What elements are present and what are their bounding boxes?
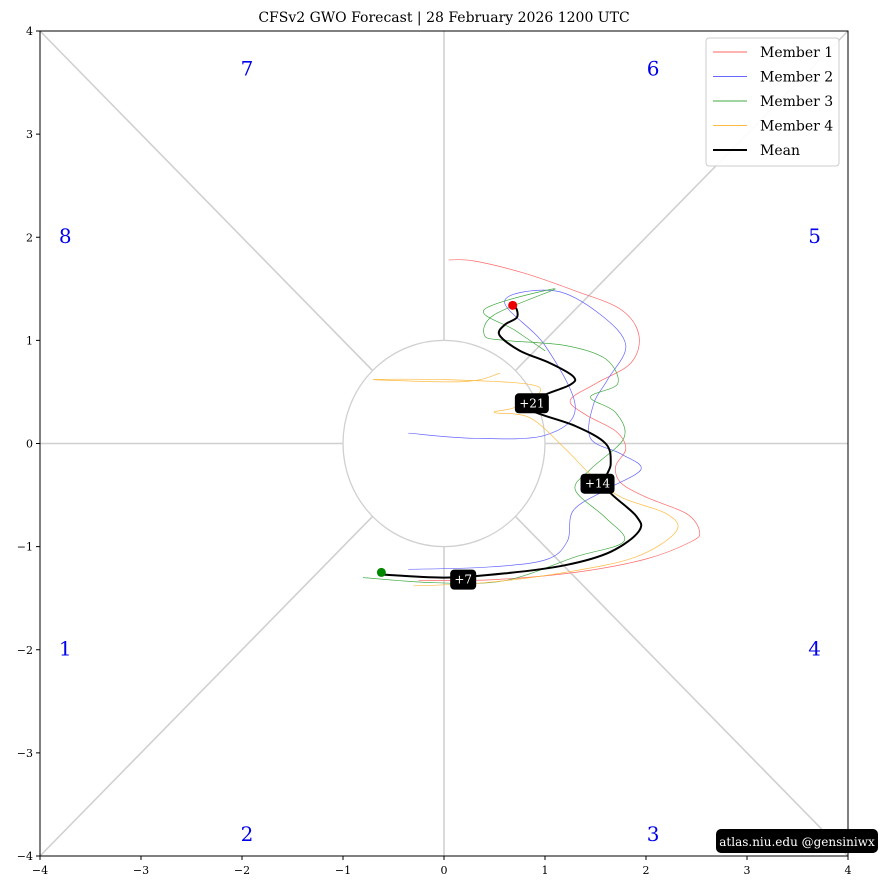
start-point-marker: [376, 567, 386, 577]
x-tick-label: 4: [845, 864, 852, 877]
credit-text: atlas.niu.edu @gensiniwx: [719, 835, 875, 849]
y-tick-label: 0: [26, 438, 33, 451]
legend-label-1: Member 1: [760, 45, 833, 61]
x-tick-label: −2: [234, 864, 250, 877]
phase-label-4: 4: [808, 636, 821, 660]
legend: Member 1 Member 2 Member 3 Member 4 Mean: [705, 37, 840, 167]
day-label-box: [450, 569, 477, 590]
x-tick-label: −1: [335, 864, 351, 877]
axis-ticks: −4 −3 −2 −1 0 1 2 3 4 −4 −3 −2 −1 0 1 2 3 4: [17, 25, 852, 877]
y-tick-label: −4: [17, 850, 33, 863]
phase-label-3: 3: [647, 822, 660, 846]
series-line-member-3: [362, 288, 626, 584]
legend-label-5: Mean: [760, 143, 800, 159]
series-line-mean: [380, 304, 643, 579]
y-tick-label: −2: [17, 644, 33, 657]
y-tick-label: −1: [17, 541, 33, 554]
y-tick-label: 2: [26, 231, 33, 244]
series-line-member-2: [408, 289, 642, 570]
series-line-member-1: [418, 259, 701, 582]
x-tick-label: 2: [643, 864, 650, 877]
chart-title: CFSv2 GWO Forecast | 28 February 2026 12…: [258, 10, 629, 26]
unit-circle: [342, 339, 546, 548]
day-label-plus-7: +7: [450, 569, 477, 590]
day-label-text: +7: [454, 573, 472, 587]
legend-label-4: Member 4: [760, 119, 833, 135]
y-tick-label: 3: [26, 128, 33, 141]
legend-label-2: Member 2: [760, 70, 833, 86]
end-point-marker: [508, 300, 518, 310]
y-tick-label: −3: [17, 747, 33, 760]
series-line-member-4: [372, 373, 679, 587]
credit-badge: atlas.niu.edu @gensiniwx: [716, 829, 878, 853]
day-label-box: [580, 473, 615, 494]
x-tick-label: 1: [542, 864, 549, 877]
day-label-text: +21: [519, 396, 544, 410]
legend-label-3: Member 3: [760, 94, 833, 110]
phase-label-8: 8: [59, 224, 72, 248]
phase-label-1: 1: [59, 636, 72, 660]
phase-label-2: 2: [241, 822, 254, 846]
day-label-plus-21: +21: [514, 393, 549, 414]
x-tick-label: 0: [441, 864, 448, 877]
phase-label-7: 7: [241, 57, 254, 81]
x-tick-label: −4: [32, 864, 48, 877]
y-tick-label: 4: [26, 25, 33, 38]
y-tick-label: 1: [26, 334, 33, 347]
day-label-plus-14: +14: [580, 473, 615, 494]
phase-label-6: 6: [647, 57, 660, 81]
day-label-text: +14: [585, 477, 611, 491]
phase-label-5: 5: [808, 224, 821, 248]
x-tick-label: 3: [744, 864, 751, 877]
legend-box: [705, 37, 840, 167]
day-label-box: [514, 393, 549, 414]
x-tick-label: −3: [133, 864, 149, 877]
